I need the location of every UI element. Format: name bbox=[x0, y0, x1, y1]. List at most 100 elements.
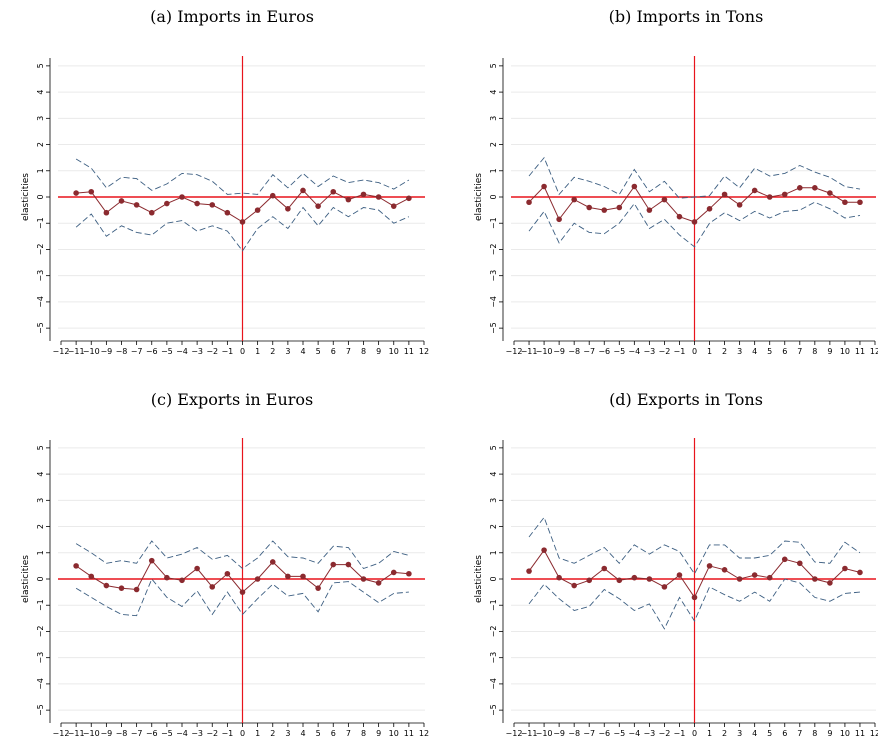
y-tick-label: 1 bbox=[489, 168, 498, 173]
x-tick-label: −11 bbox=[68, 347, 85, 356]
y-tick-label: −1 bbox=[489, 217, 498, 229]
y-tick-label: 0 bbox=[36, 576, 45, 581]
data-point bbox=[631, 574, 638, 581]
x-tick-label: 4 bbox=[300, 729, 305, 738]
data-point bbox=[706, 563, 713, 569]
data-point bbox=[148, 209, 155, 216]
x-tick-label: 4 bbox=[300, 347, 305, 356]
x-tick-label: 10 bbox=[389, 347, 399, 356]
y-axis-label: elasticities bbox=[474, 173, 484, 221]
x-tick-label: 2 bbox=[270, 729, 275, 738]
y-tick-label: −1 bbox=[36, 217, 45, 229]
x-tick-label: 0 bbox=[692, 347, 697, 356]
x-tick-label: −4 bbox=[176, 729, 188, 738]
x-tick-label: 12 bbox=[870, 729, 878, 738]
series-line-upper bbox=[75, 540, 410, 570]
x-tick-label: 9 bbox=[827, 729, 832, 738]
y-tick-label: −4 bbox=[36, 678, 45, 690]
x-tick-label: −2 bbox=[659, 347, 671, 356]
x-tick-label: −8 bbox=[568, 347, 580, 356]
data-point bbox=[88, 573, 95, 580]
data-point bbox=[330, 188, 337, 195]
data-point bbox=[209, 202, 216, 208]
y-tick-label: 4 bbox=[489, 472, 498, 477]
y-axis-label: elasticities bbox=[21, 173, 31, 221]
data-point bbox=[103, 582, 110, 589]
x-tick-label: −8 bbox=[116, 729, 128, 738]
data-point bbox=[631, 183, 638, 190]
x-tick-label: 11 bbox=[855, 729, 865, 738]
y-tick-label: 2 bbox=[36, 524, 45, 529]
data-point bbox=[360, 191, 367, 198]
x-tick-label: 5 bbox=[767, 729, 772, 738]
x-tick-label: 10 bbox=[840, 729, 850, 738]
x-tick-label: 8 bbox=[361, 347, 366, 356]
data-point bbox=[781, 556, 788, 563]
data-point bbox=[736, 202, 743, 208]
data-point bbox=[269, 192, 276, 199]
x-tick-label: −7 bbox=[583, 347, 595, 356]
data-point bbox=[148, 557, 155, 564]
data-point bbox=[586, 204, 593, 211]
y-tick-label: −5 bbox=[36, 322, 45, 334]
x-tick-label: 10 bbox=[389, 729, 399, 738]
x-tick-label: −3 bbox=[191, 729, 203, 738]
x-tick-label: 6 bbox=[331, 347, 336, 356]
y-tick-label: 0 bbox=[489, 194, 498, 199]
y-tick-label: −2 bbox=[489, 626, 498, 638]
data-point bbox=[390, 203, 397, 209]
data-point bbox=[796, 560, 803, 567]
data-point bbox=[179, 577, 185, 584]
series-line-upper bbox=[75, 158, 410, 195]
y-tick-label: −3 bbox=[36, 652, 45, 664]
y-tick-label: 2 bbox=[36, 142, 45, 147]
x-tick-label: −8 bbox=[116, 347, 128, 356]
x-tick-label: 9 bbox=[376, 347, 381, 356]
x-tick-label: 12 bbox=[419, 347, 429, 356]
x-tick-label: 11 bbox=[404, 729, 414, 738]
data-point bbox=[676, 572, 683, 578]
data-point bbox=[254, 576, 261, 582]
x-tick-label: −4 bbox=[628, 729, 640, 738]
y-tick-label: −5 bbox=[36, 704, 45, 716]
y-tick-label: 4 bbox=[36, 472, 45, 477]
x-tick-label: 6 bbox=[331, 729, 336, 738]
x-tick-label: 11 bbox=[855, 347, 865, 356]
data-point bbox=[736, 576, 743, 582]
data-point bbox=[406, 195, 412, 202]
data-point bbox=[691, 219, 698, 225]
data-point bbox=[541, 547, 547, 553]
data-point bbox=[133, 202, 140, 208]
x-tick-label: −4 bbox=[176, 347, 188, 356]
x-tick-label: −5 bbox=[161, 347, 173, 356]
y-tick-label: 1 bbox=[36, 550, 45, 555]
data-point bbox=[857, 569, 863, 576]
x-tick-label: −6 bbox=[146, 729, 158, 738]
data-point bbox=[73, 563, 79, 569]
x-tick-label: −6 bbox=[598, 729, 610, 738]
data-point bbox=[224, 570, 231, 577]
x-tick-label: 0 bbox=[240, 729, 245, 738]
y-tick-label: 3 bbox=[36, 498, 45, 503]
data-point bbox=[766, 194, 773, 200]
data-point bbox=[601, 207, 608, 213]
x-tick-label: 5 bbox=[316, 729, 321, 738]
data-point bbox=[646, 576, 653, 582]
y-tick-label: −4 bbox=[36, 296, 45, 308]
x-tick-label: 2 bbox=[270, 347, 275, 356]
x-tick-label: 4 bbox=[752, 347, 757, 356]
data-point bbox=[315, 203, 321, 209]
x-tick-label: −3 bbox=[643, 347, 655, 356]
y-axis-label: elasticities bbox=[474, 555, 484, 603]
y-tick-label: 3 bbox=[489, 498, 498, 503]
x-tick-label: 11 bbox=[404, 347, 414, 356]
chart-panel-2: (b) Imports in Tons−5−4−3−2−1012345−12−1… bbox=[474, 7, 878, 356]
x-tick-label: 5 bbox=[767, 347, 772, 356]
x-tick-label: −9 bbox=[100, 729, 112, 738]
data-point bbox=[118, 198, 125, 204]
x-tick-label: −5 bbox=[613, 729, 625, 738]
x-tick-label: 8 bbox=[812, 347, 817, 356]
x-tick-label: 12 bbox=[870, 347, 878, 356]
data-point bbox=[285, 573, 291, 580]
